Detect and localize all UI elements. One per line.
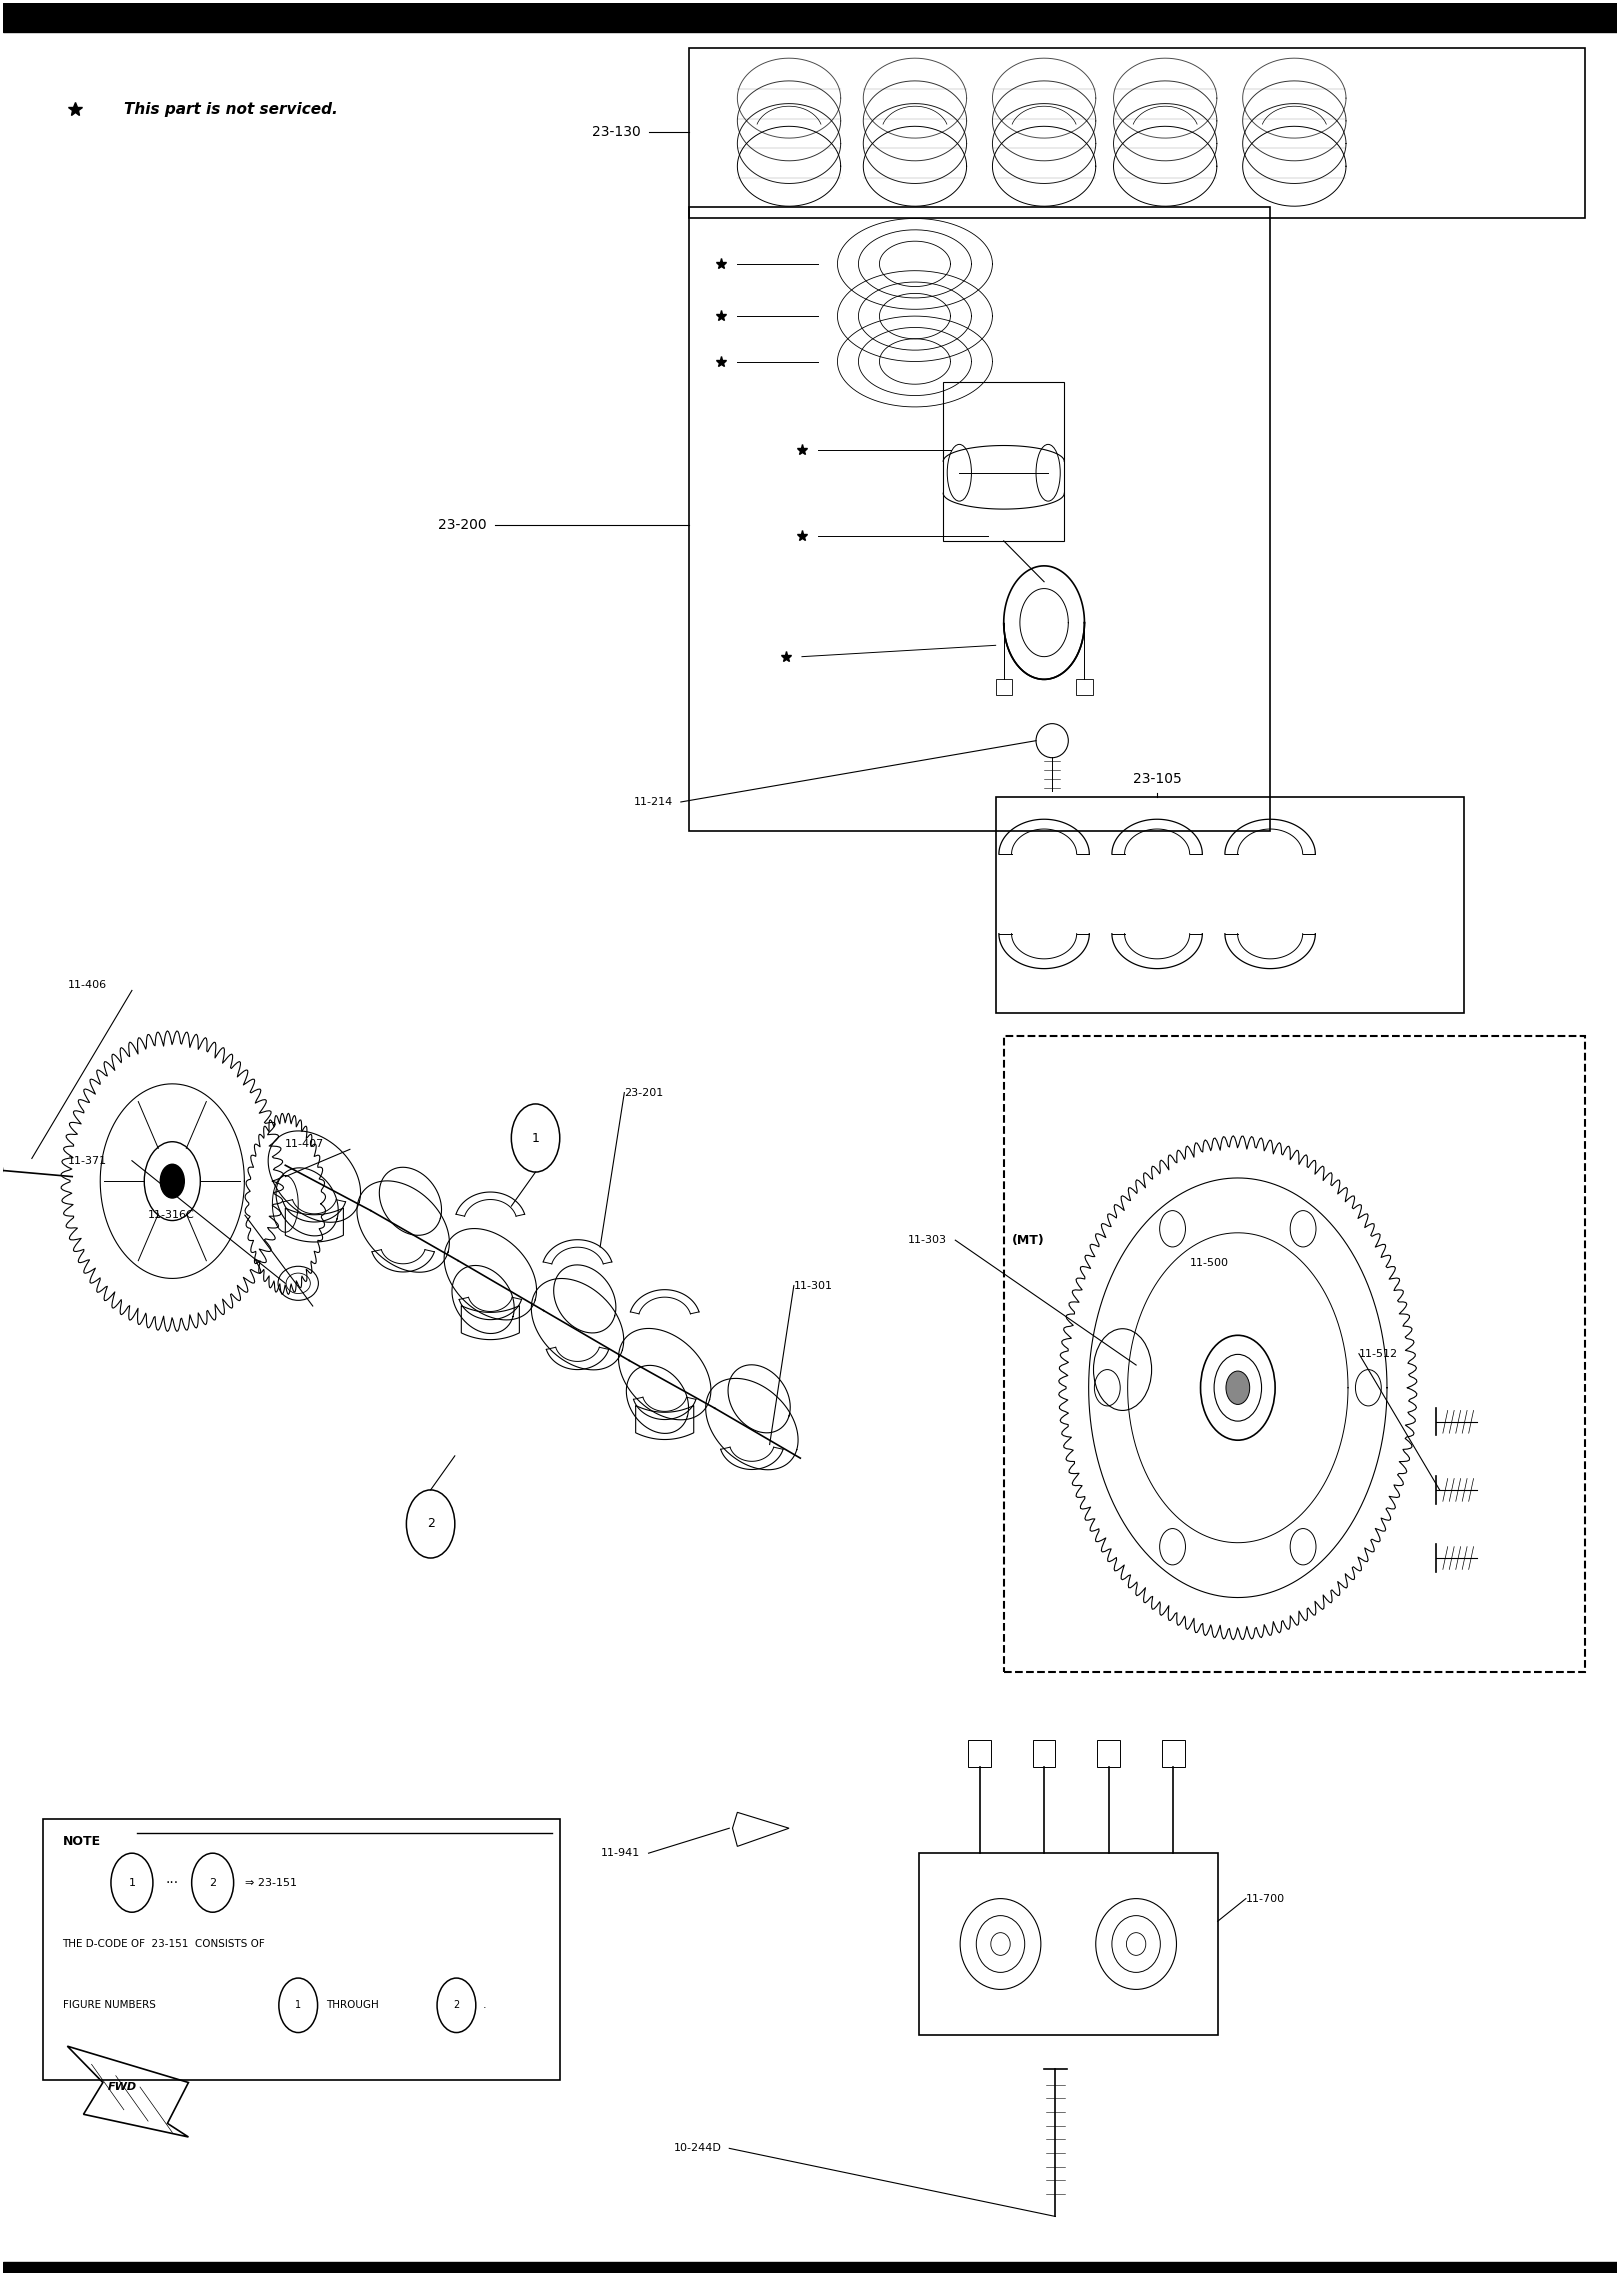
Text: 11-316C: 11-316C: [147, 1211, 194, 1220]
Text: 10-244D: 10-244D: [674, 2144, 721, 2153]
Bar: [44, 1819, 561, 2080]
Text: THROUGH: THROUGH: [326, 2001, 379, 2010]
Text: FWD: FWD: [107, 2083, 136, 2092]
Bar: [919, 1853, 1218, 2035]
Text: 23-130: 23-130: [591, 125, 640, 139]
Text: 11-941: 11-941: [601, 1848, 640, 1857]
Text: 23-200: 23-200: [439, 519, 488, 533]
Text: 1: 1: [295, 2001, 301, 2010]
Bar: [943, 382, 1064, 542]
Bar: [1162, 1739, 1184, 1766]
Text: This part is not serviced.: This part is not serviced.: [123, 102, 337, 116]
Text: (MT): (MT): [1012, 1234, 1045, 1247]
Circle shape: [1226, 1370, 1249, 1404]
Text: 11-512: 11-512: [1359, 1350, 1398, 1359]
Text: 11-214: 11-214: [633, 797, 672, 808]
Text: 11-371: 11-371: [68, 1156, 107, 1165]
Text: 11-406: 11-406: [68, 981, 107, 990]
Text: .: .: [483, 2001, 486, 2010]
Bar: [996, 678, 1012, 694]
Text: 11-407: 11-407: [285, 1140, 324, 1149]
Bar: [1004, 1036, 1584, 1671]
Text: 11-500: 11-500: [1189, 1259, 1228, 1268]
Bar: [3, 2262, 1617, 2274]
Bar: [969, 1739, 991, 1766]
Bar: [1034, 1739, 1055, 1766]
Text: ···: ···: [165, 1875, 178, 1889]
Text: 11-301: 11-301: [794, 1281, 833, 1290]
Text: 1: 1: [128, 1878, 136, 1887]
Circle shape: [160, 1165, 185, 1197]
Bar: [688, 48, 1584, 218]
Bar: [996, 797, 1464, 1013]
Text: THE D-CODE OF  23-151  CONSISTS OF: THE D-CODE OF 23-151 CONSISTS OF: [63, 1939, 266, 1948]
Bar: [3, 2, 1617, 32]
Bar: [1076, 678, 1092, 694]
Text: FIGURE NUMBERS: FIGURE NUMBERS: [63, 2001, 156, 2010]
Bar: [688, 207, 1270, 831]
Text: 2: 2: [209, 1878, 215, 1887]
Text: 1: 1: [531, 1131, 539, 1145]
Text: NOTE: NOTE: [63, 1834, 100, 1848]
Text: ⇒ 23-151: ⇒ 23-151: [245, 1878, 296, 1887]
Bar: [1097, 1739, 1119, 1766]
Text: 2: 2: [454, 2001, 460, 2010]
Text: 2: 2: [426, 1518, 434, 1529]
Text: 11-303: 11-303: [909, 1236, 948, 1245]
Text: 23-201: 23-201: [624, 1088, 664, 1097]
Text: 11-700: 11-700: [1246, 1894, 1285, 1903]
Text: 23-105: 23-105: [1132, 772, 1181, 785]
